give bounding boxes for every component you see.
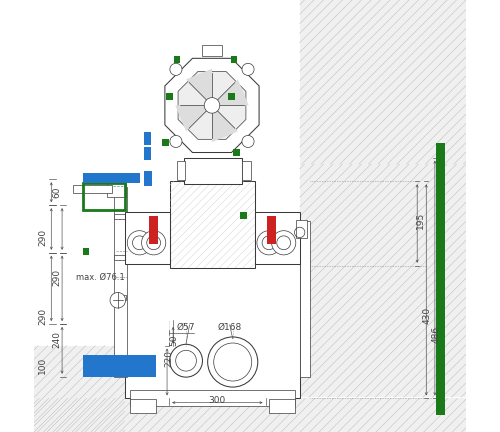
Circle shape — [176, 350, 197, 371]
Bar — [130, 399, 156, 413]
Text: Ø168: Ø168 — [218, 323, 242, 332]
Circle shape — [272, 231, 296, 255]
Bar — [34, 346, 124, 432]
Bar — [34, 398, 466, 432]
Bar — [108, 180, 126, 197]
Text: 60: 60 — [53, 186, 62, 197]
Circle shape — [110, 292, 126, 308]
Bar — [282, 234, 300, 246]
Circle shape — [242, 135, 254, 147]
Bar — [174, 56, 180, 63]
Bar — [162, 139, 169, 146]
Text: 430: 430 — [422, 307, 432, 324]
Text: 290: 290 — [38, 308, 47, 325]
Bar — [269, 399, 295, 413]
Bar — [296, 220, 307, 238]
Bar — [83, 355, 156, 377]
Polygon shape — [176, 105, 212, 131]
Text: 195: 195 — [416, 212, 425, 229]
Bar — [144, 132, 150, 145]
Bar — [176, 161, 185, 180]
Bar — [83, 248, 89, 255]
Bar — [228, 93, 235, 100]
Bar — [130, 390, 295, 406]
Polygon shape — [212, 105, 238, 142]
Circle shape — [170, 344, 202, 377]
Bar — [184, 158, 242, 184]
Bar — [124, 234, 300, 398]
Bar — [242, 161, 251, 180]
Text: 100: 100 — [38, 356, 47, 374]
Circle shape — [142, 231, 166, 255]
Bar — [436, 143, 445, 415]
Bar — [114, 295, 126, 300]
Circle shape — [170, 64, 182, 76]
Polygon shape — [165, 58, 259, 152]
Bar — [240, 212, 246, 219]
Text: 220: 220 — [164, 350, 173, 367]
Polygon shape — [178, 71, 246, 140]
Circle shape — [214, 343, 252, 381]
Bar — [114, 255, 126, 260]
Text: 300: 300 — [208, 396, 226, 405]
Circle shape — [170, 135, 182, 147]
Bar — [114, 214, 126, 219]
Polygon shape — [212, 79, 248, 105]
Bar — [255, 212, 300, 264]
Text: Ø57: Ø57 — [177, 323, 196, 332]
Circle shape — [204, 98, 220, 113]
Bar — [230, 56, 237, 63]
Bar — [150, 216, 158, 244]
Bar — [83, 173, 140, 183]
Bar — [300, 0, 466, 164]
Bar — [300, 164, 466, 397]
Polygon shape — [186, 69, 212, 105]
Circle shape — [128, 231, 152, 255]
Bar — [114, 187, 127, 377]
Bar — [300, 221, 310, 377]
Bar — [144, 171, 152, 186]
Text: 240: 240 — [53, 331, 62, 349]
Bar — [83, 183, 124, 210]
Bar — [202, 45, 222, 56]
Circle shape — [242, 64, 254, 76]
Text: max. Ø76.1: max. Ø76.1 — [76, 273, 124, 282]
Circle shape — [208, 337, 258, 387]
Bar — [232, 149, 239, 156]
Bar — [124, 212, 170, 264]
Circle shape — [257, 231, 281, 255]
Text: 290: 290 — [53, 269, 62, 286]
Bar — [144, 147, 150, 160]
Bar — [166, 93, 172, 100]
Text: 290: 290 — [38, 229, 47, 246]
Bar — [124, 234, 142, 246]
Bar — [268, 216, 276, 244]
Text: 50: 50 — [170, 334, 178, 346]
Text: 486: 486 — [432, 326, 440, 343]
Bar — [73, 185, 112, 193]
Bar — [170, 181, 255, 268]
